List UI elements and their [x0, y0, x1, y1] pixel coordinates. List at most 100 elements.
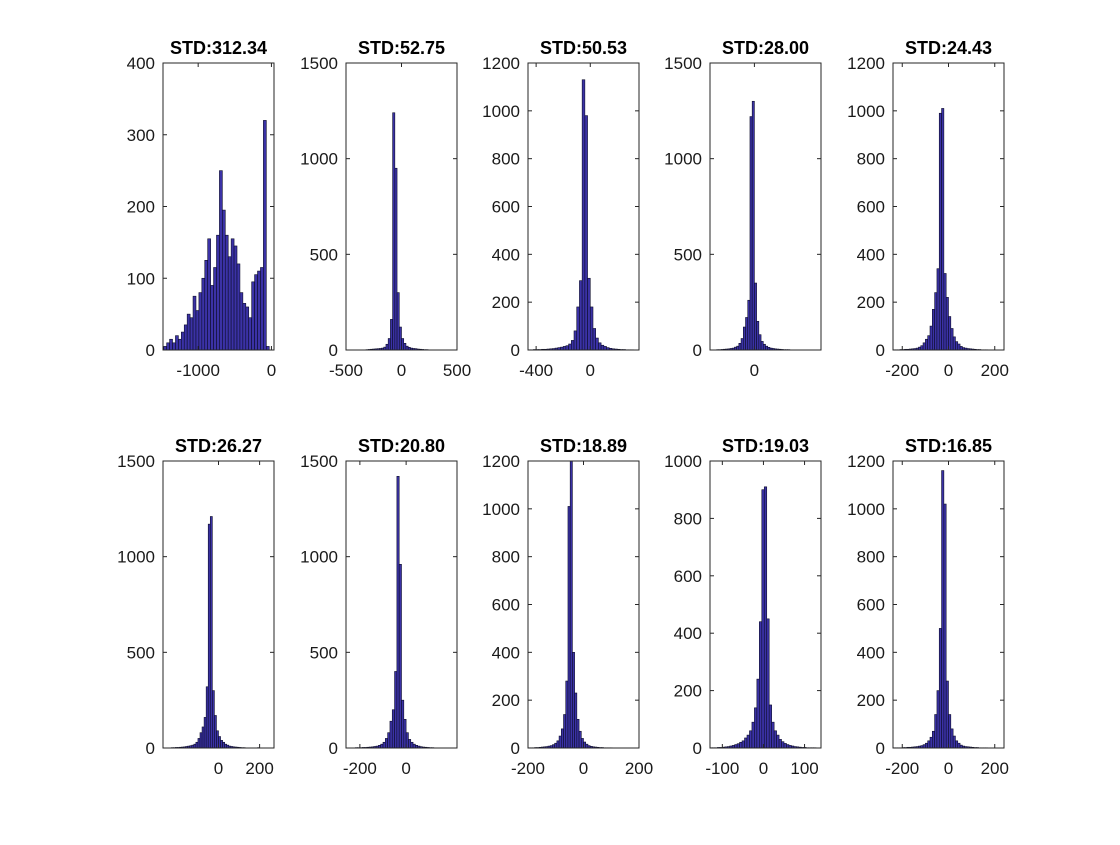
- histogram-bar: [196, 311, 199, 350]
- x-tick-label: 200: [981, 361, 1009, 380]
- histogram-bar: [579, 281, 582, 350]
- histogram-bar: [198, 738, 200, 748]
- histogram-bar: [194, 744, 196, 748]
- histogram-bar: [237, 264, 240, 350]
- y-tick-label: 0: [876, 341, 885, 360]
- histogram-bar: [944, 504, 946, 748]
- histogram-bar: [187, 314, 190, 350]
- histogram-bar: [263, 120, 266, 350]
- x-tick-label: 0: [586, 361, 595, 380]
- histogram-bar: [935, 715, 937, 748]
- histogram-bar: [579, 731, 581, 748]
- y-tick-label: 1000: [482, 102, 520, 121]
- histogram-bar: [252, 282, 255, 350]
- histogram-bar: [266, 346, 269, 350]
- histogram-bar: [774, 731, 776, 748]
- y-tick-label: 1000: [300, 150, 338, 169]
- histogram-bar: [388, 733, 390, 748]
- histogram-bar: [570, 461, 572, 748]
- y-tick-label: 200: [492, 293, 520, 312]
- histogram-bar: [566, 681, 568, 748]
- histogram-bar: [590, 307, 593, 350]
- x-tick-label: 0: [401, 759, 410, 778]
- histogram-bar: [742, 741, 744, 748]
- y-tick-label: 500: [310, 245, 338, 264]
- histogram-bar: [569, 344, 572, 350]
- histogram-bar: [249, 318, 252, 350]
- histogram-bar: [779, 739, 781, 748]
- y-tick-label: 800: [492, 548, 520, 567]
- axes-box: [528, 461, 639, 748]
- histogram-bar: [164, 346, 167, 350]
- histogram-bar: [586, 744, 588, 748]
- histogram-bar: [746, 317, 748, 350]
- histogram-bar: [593, 328, 596, 350]
- histogram-bar: [942, 108, 944, 350]
- histogram-bar: [208, 239, 211, 350]
- histogram-bar: [937, 269, 939, 350]
- histogram-bar: [568, 506, 570, 748]
- histogram-bar: [939, 628, 941, 748]
- histogram-bar: [754, 283, 756, 350]
- histogram-bar: [759, 335, 761, 350]
- histogram-bar: [739, 343, 741, 350]
- histogram-bar: [752, 101, 754, 350]
- y-tick-label: 500: [310, 643, 338, 662]
- histogram-bar: [757, 321, 759, 350]
- panel-title: STD:26.27: [175, 436, 262, 456]
- histogram-bar: [557, 741, 559, 748]
- y-tick-label: 600: [857, 198, 885, 217]
- histogram-bar: [383, 742, 385, 748]
- x-tick-label: 0: [944, 759, 953, 778]
- y-tick-label: 0: [146, 739, 155, 758]
- histogram-bar: [202, 278, 205, 350]
- histogram-bar: [214, 267, 217, 350]
- histogram-bar: [757, 679, 759, 748]
- histogram-bar: [960, 346, 962, 350]
- x-tick-label: 100: [790, 759, 818, 778]
- histogram-bar: [928, 741, 930, 748]
- y-tick-label: 200: [492, 691, 520, 710]
- histogram-bar: [735, 745, 737, 748]
- y-tick-label: 600: [492, 596, 520, 615]
- x-tick-label: -200: [343, 759, 377, 778]
- y-tick-label: 1000: [482, 500, 520, 519]
- x-tick-label: -200: [511, 759, 545, 778]
- x-tick-label: 0: [214, 759, 223, 778]
- x-tick-label: 0: [579, 759, 588, 778]
- histogram-bar: [955, 342, 957, 350]
- x-tick-label: -1000: [176, 361, 219, 380]
- histogram-bar: [563, 346, 566, 350]
- histogram-bar: [184, 325, 187, 350]
- x-tick-label: 0: [397, 361, 406, 380]
- y-tick-label: 1000: [117, 548, 155, 567]
- y-tick-label: 300: [127, 126, 155, 145]
- histogram-bar: [559, 736, 561, 748]
- histogram-bar: [390, 721, 392, 748]
- y-tick-label: 0: [329, 341, 338, 360]
- histogram-bar: [406, 346, 408, 350]
- histogram-bar: [923, 745, 925, 748]
- histogram-bar: [260, 267, 263, 350]
- y-tick-label: 0: [693, 739, 702, 758]
- y-tick-label: 800: [857, 548, 885, 567]
- histogram-bar: [932, 731, 934, 748]
- histogram-bar: [393, 113, 395, 350]
- histogram-bar: [178, 339, 181, 350]
- histogram-bar: [204, 717, 206, 748]
- histogram-bar: [222, 210, 225, 350]
- histogram-bar: [199, 293, 202, 350]
- x-tick-label: -200: [885, 361, 919, 380]
- histogram-bar: [585, 116, 588, 350]
- y-tick-label: 1000: [664, 452, 702, 471]
- histogram-bar: [944, 273, 946, 350]
- histogram-bar: [566, 346, 569, 350]
- panel-title: STD:20.80: [358, 436, 445, 456]
- y-tick-label: 400: [492, 643, 520, 662]
- histogram-bar: [386, 344, 388, 350]
- histogram-bar: [752, 722, 754, 748]
- histogram-bar: [246, 307, 249, 350]
- y-tick-label: 0: [511, 341, 520, 360]
